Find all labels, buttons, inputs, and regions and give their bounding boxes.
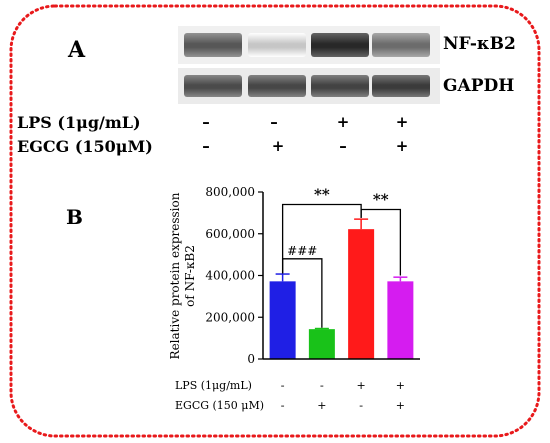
- egcg-treatment-label: EGCG (150μM): [17, 137, 153, 156]
- condition-label-2: EGCG (150 μM): [175, 399, 264, 412]
- nfkb2-band-lane-2: [248, 33, 306, 57]
- nfkb2-blot-strip: [178, 26, 440, 64]
- condition-label-1: LPS (1μg/mL): [175, 379, 252, 392]
- bar-3: [348, 229, 375, 359]
- egcg-sign-lane-1: –: [202, 137, 210, 155]
- significance-bracket-3: [360, 208, 402, 276]
- nfkb2-band-lane-3: [311, 33, 369, 57]
- bar-4: [387, 281, 414, 359]
- condition-sign-2-4: +: [396, 399, 405, 412]
- gapdh-band-lane-1: [184, 75, 242, 97]
- condition-sign-1-1: -: [281, 379, 285, 392]
- lps-sign-lane-1: –: [202, 113, 210, 131]
- bar-1: [269, 281, 296, 359]
- bar-chart: 0 200,000 400,000 600,000 800,000 Relative pr…: [168, 185, 420, 412]
- gapdh-band-lane-2: [248, 75, 306, 97]
- nfkb2-blot-label: NF-κB2: [443, 34, 516, 54]
- significance-label-3: **: [373, 191, 389, 209]
- panel-a-letter: A: [68, 37, 86, 63]
- lps-sign-lane-2: –: [270, 113, 278, 131]
- condition-sign-1-2: -: [320, 379, 324, 392]
- y-axis-label: Relative protein expressionof NF-κB2: [168, 192, 197, 359]
- y-axis-label-line-1: Relative protein expression: [168, 192, 182, 359]
- egcg-sign-lane-2: +: [271, 137, 285, 155]
- condition-sign-1-3: +: [357, 379, 366, 392]
- gapdh-blot-strip: [178, 68, 440, 104]
- y-tick-label-4: 800,000: [205, 185, 255, 199]
- condition-sign-2-3: -: [359, 399, 363, 412]
- lps-sign-lane-3: +: [336, 113, 350, 131]
- significance-label-1: ###: [287, 244, 317, 258]
- lps-sign-lane-4: +: [395, 113, 409, 131]
- y-tick-label-0: 0: [247, 352, 255, 366]
- gapdh-blot-label: GAPDH: [443, 76, 515, 96]
- nfkb2-band-lane-1: [184, 33, 242, 57]
- y-tick-label-1: 200,000: [205, 310, 255, 324]
- y-tick-label-2: 400,000: [205, 269, 255, 283]
- egcg-sign-lane-3: –: [339, 137, 347, 155]
- lps-treatment-label: LPS (1μg/mL): [17, 113, 141, 132]
- bar-2: [308, 329, 335, 359]
- significance-label-2: **: [314, 186, 330, 204]
- condition-sign-2-1: -: [281, 399, 285, 412]
- panel-b-letter: B: [66, 205, 83, 229]
- frame-border: [9, 4, 541, 438]
- nfkb2-band-lane-4: [372, 33, 430, 57]
- condition-sign-2-2: +: [317, 399, 326, 412]
- egcg-sign-lane-4: +: [395, 137, 409, 155]
- gapdh-band-lane-4: [372, 75, 430, 97]
- gapdh-band-lane-3: [311, 75, 369, 97]
- y-axis-label-line-2: of NF-κB2: [183, 245, 197, 307]
- condition-sign-1-4: +: [396, 379, 405, 392]
- y-tick-label-3: 600,000: [205, 227, 255, 241]
